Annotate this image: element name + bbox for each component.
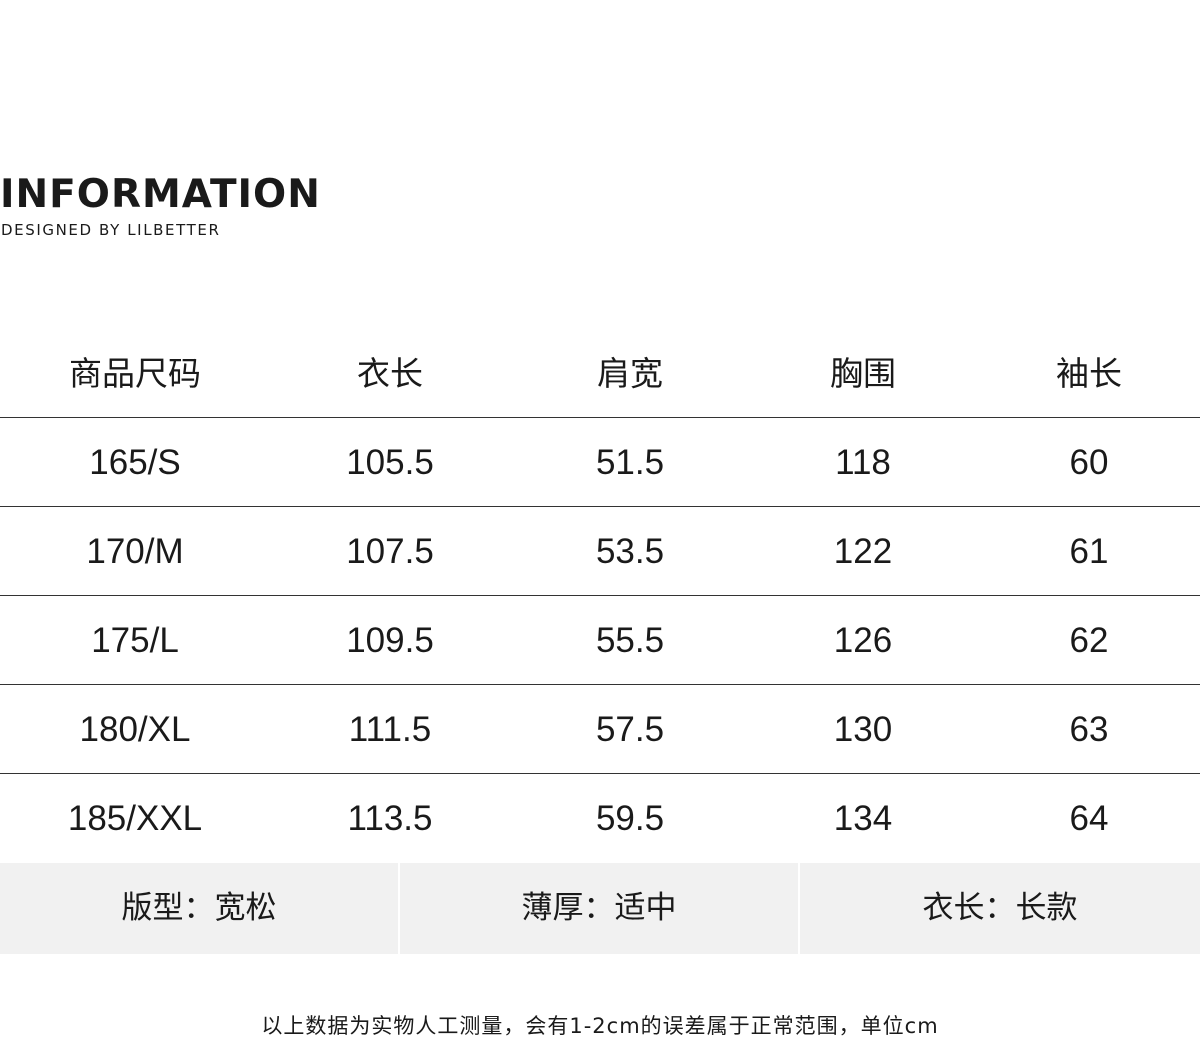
table-cell: 105.5 (346, 443, 434, 482)
attribute-fit: 版型：宽松 (0, 863, 398, 954)
column-header: 袖长 (1056, 354, 1122, 393)
table-row: 170/M 107.5 53.5 122 61 (0, 507, 1200, 596)
table-cell: 57.5 (595, 710, 665, 749)
table-cell: 134 (833, 799, 893, 838)
table-cell: 185/XXL (67, 799, 203, 838)
table-cell: 118 (835, 443, 891, 482)
table-cell: 63 (1069, 710, 1109, 749)
column-header: 商品尺码 (69, 354, 201, 393)
table-cell: 126 (833, 621, 893, 660)
table-cell: 60 (1069, 443, 1109, 482)
table-row: 175/L 109.5 55.5 126 62 (0, 596, 1200, 685)
table-cell: 170/M (86, 532, 184, 571)
table-cell: 111.5 (348, 710, 432, 749)
table-cell: 51.5 (595, 443, 665, 482)
table-cell: 59.5 (595, 799, 665, 838)
page-subtitle: DESIGNED BY LILBETTER (1, 221, 221, 239)
table-cell: 109.5 (346, 621, 434, 660)
column-header: 衣长 (357, 354, 423, 393)
measurement-note: 以上数据为实物人工测量，会有1-2cm的误差属于正常范围，单位cm (261, 1014, 939, 1038)
table-cell: 130 (833, 710, 893, 749)
table-cell: 53.5 (595, 532, 665, 571)
page-title: INFORMATION (0, 172, 321, 217)
table-cell: 180/XL (79, 710, 191, 749)
column-header: 胸围 (830, 354, 896, 393)
table-row: 185/XXL 113.5 59.5 134 64 (0, 774, 1200, 863)
column-header: 肩宽 (597, 354, 663, 393)
table-cell: 107.5 (346, 532, 434, 571)
table-row: 165/S 105.5 51.5 118 60 (0, 418, 1200, 507)
table-cell: 62 (1069, 621, 1109, 660)
table-header-row: 商品尺码 衣长 肩宽 胸围 袖长 (0, 329, 1200, 418)
table-cell: 122 (833, 532, 893, 571)
attribute-length: 衣长：长款 (800, 863, 1200, 954)
table-cell: 113.5 (347, 799, 433, 838)
table-cell: 175/L (91, 621, 179, 660)
table-cell: 165/S (89, 443, 181, 482)
table-cell: 55.5 (595, 621, 665, 660)
table-row: 180/XL 111.5 57.5 130 63 (0, 685, 1200, 774)
table-cell: 61 (1069, 532, 1109, 571)
attribute-thickness: 薄厚：适中 (400, 863, 798, 954)
table-cell: 64 (1069, 799, 1109, 838)
